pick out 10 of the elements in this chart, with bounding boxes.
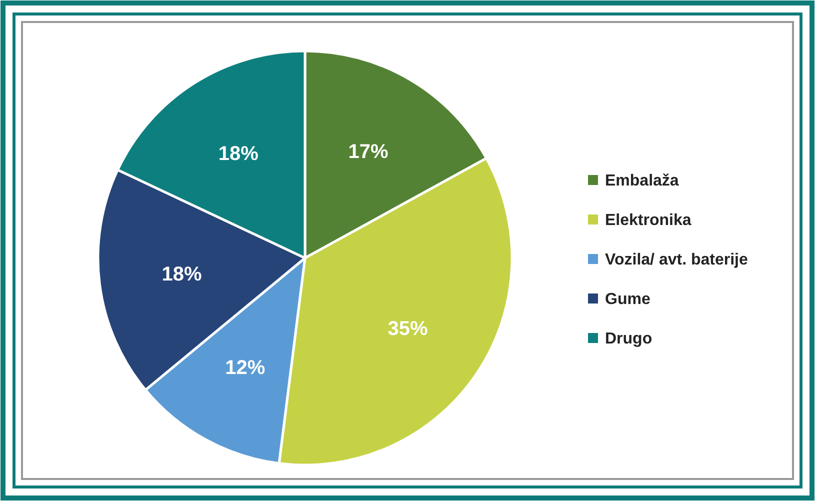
- legend-label: Vozila/ avt. baterije: [605, 252, 748, 269]
- data-label: 17%: [348, 141, 388, 164]
- legend-label: Embalaža: [605, 172, 679, 190]
- legend-label: Gume: [605, 291, 650, 308]
- data-label: 18%: [218, 143, 259, 166]
- legend-label: Drugo: [605, 330, 652, 348]
- data-label: 35%: [388, 318, 428, 340]
- data-label: 12%: [225, 356, 266, 379]
- data-label: 18%: [162, 264, 202, 286]
- legend-label: Elektronika: [605, 212, 692, 230]
